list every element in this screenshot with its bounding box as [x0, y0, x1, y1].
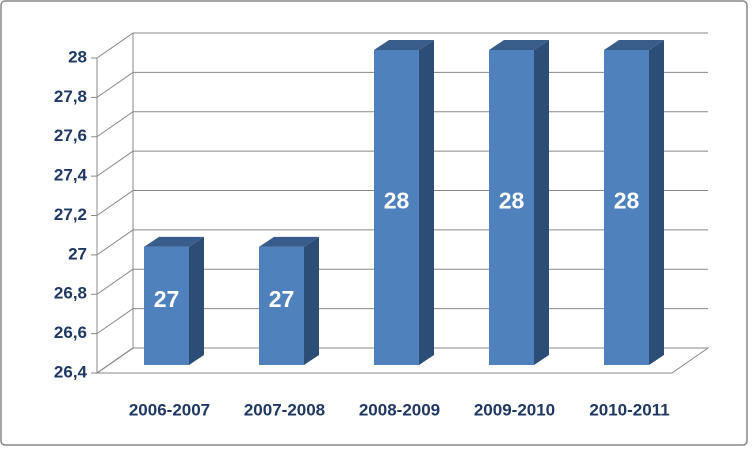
y-tick-label: 26,8 [54, 284, 87, 303]
bar-side [304, 236, 319, 365]
x-tick-label: 2008-2009 [359, 400, 440, 419]
bar-top [374, 40, 434, 50]
grid-line [96, 32, 708, 59]
y-tick-label: 27,6 [54, 126, 87, 145]
y-tick-label: 26,4 [54, 362, 88, 381]
y-tick-label: 27,4 [54, 166, 88, 185]
data-label: 27 [269, 286, 295, 312]
bar [374, 50, 419, 365]
bar-side [189, 236, 204, 365]
bar-side [649, 40, 664, 365]
y-tick-label: 26,6 [54, 323, 87, 342]
x-tick-label: 2010-2011 [589, 400, 669, 419]
bar-top [259, 236, 319, 247]
x-tick-label: 2007-2008 [244, 400, 325, 419]
y-tick-label: 27,2 [54, 205, 87, 224]
data-label: 28 [384, 188, 410, 214]
y-tick-label: 28 [68, 47, 87, 66]
bar [259, 246, 304, 365]
bar-side [534, 40, 549, 365]
bar [144, 246, 189, 365]
bar [604, 50, 649, 365]
x-tick-label: 2009-2010 [474, 400, 555, 419]
y-tick-label: 27,8 [54, 87, 87, 106]
data-label: 27 [154, 286, 180, 312]
bar-top [489, 40, 549, 50]
bar-top [144, 236, 204, 247]
y-tick-label: 27 [68, 244, 87, 263]
x-tick-label: 2006-2007 [129, 400, 210, 419]
bar-side [419, 40, 434, 365]
bar-top [604, 40, 664, 50]
data-label: 28 [614, 188, 640, 214]
bar [489, 50, 534, 365]
data-label: 28 [499, 188, 525, 214]
